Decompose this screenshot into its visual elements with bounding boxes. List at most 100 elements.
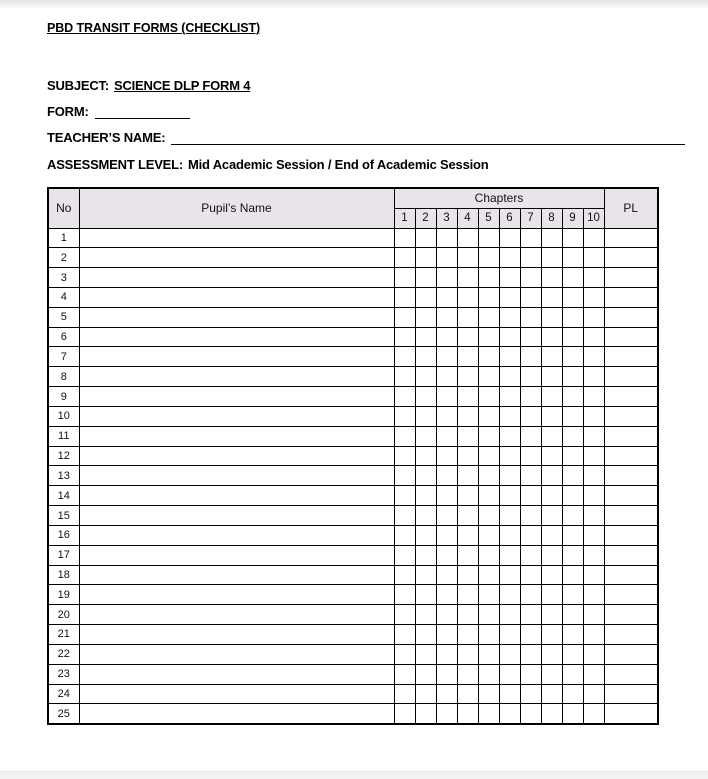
chapter-mark-cell (435, 485, 458, 507)
pupil-name-cell (78, 604, 395, 626)
assessment-level-field: ASSESSMENT LEVEL: Mid Academic Session /… (47, 157, 489, 172)
chapter-mark-cell (414, 604, 437, 626)
table-row: 15 (47, 505, 659, 526)
chapter-mark-cell (435, 346, 458, 368)
pupil-name-cell (78, 267, 395, 288)
pupil-name-cell (78, 505, 395, 526)
chapter-mark-cell (435, 663, 458, 685)
chapter-mark-cell (498, 703, 521, 725)
chapter-mark-cell (456, 386, 479, 407)
chapter-mark-cell (477, 346, 500, 368)
chapter-mark-cell (456, 663, 479, 685)
chapter-mark-cell (498, 465, 521, 487)
chapter-mark-cell (414, 683, 437, 705)
row-number-cell: 3 (47, 267, 80, 288)
chapter-mark-cell (456, 564, 479, 586)
chapter-mark-cell (582, 386, 605, 407)
chapter-mark-cell (519, 703, 542, 725)
chapter-mark-cell (456, 604, 479, 626)
chapter-mark-cell (393, 286, 416, 308)
chapter-mark-cell (561, 286, 584, 308)
pl-cell (603, 247, 659, 269)
chapter-mark-cell (582, 445, 605, 467)
chapter-mark-cell (498, 267, 521, 288)
chapter-mark-cell (414, 425, 437, 447)
chapter-mark-cell (456, 227, 479, 249)
row-number-cell: 4 (47, 286, 80, 308)
chapter-mark-cell (561, 267, 584, 288)
chapter-number-header: 4 (456, 207, 479, 229)
chapter-mark-cell (519, 306, 542, 328)
chapter-mark-cell (414, 306, 437, 328)
row-number-cell: 5 (47, 306, 80, 328)
chapter-mark-cell (561, 306, 584, 328)
chapter-number-header: 7 (519, 207, 542, 229)
chapter-mark-cell (414, 366, 437, 388)
chapter-mark-cell (498, 326, 521, 348)
chapter-mark-cell (498, 524, 521, 546)
table-row: 9 (47, 386, 659, 407)
row-number-cell: 12 (47, 445, 80, 467)
chapter-mark-cell (561, 247, 584, 269)
chapter-mark-cell (456, 326, 479, 348)
chapter-mark-cell (393, 267, 416, 288)
table-row: 8 (47, 366, 659, 388)
chapter-mark-cell (477, 564, 500, 586)
chapter-mark-cell (519, 247, 542, 269)
chapter-mark-cell (540, 366, 563, 388)
chapter-mark-cell (498, 564, 521, 586)
chapter-mark-cell (456, 643, 479, 665)
chapter-number-header: 1 (393, 207, 416, 229)
chapter-mark-cell (561, 544, 584, 566)
pl-cell (603, 584, 659, 606)
chapter-mark-cell (477, 306, 500, 328)
chapter-mark-cell (519, 386, 542, 407)
chapter-mark-cell (540, 624, 563, 645)
chapter-mark-cell (519, 326, 542, 348)
chapter-mark-cell (435, 604, 458, 626)
chapter-mark-cell (540, 386, 563, 407)
chapter-mark-cell (393, 604, 416, 626)
chapter-mark-cell (540, 505, 563, 526)
chapter-mark-cell (435, 227, 458, 249)
chapter-mark-cell (498, 643, 521, 665)
chapter-mark-cell (498, 306, 521, 328)
chapter-mark-cell (540, 267, 563, 288)
chapter-mark-cell (477, 247, 500, 269)
chapter-mark-cell (414, 247, 437, 269)
chapter-mark-cell (435, 386, 458, 407)
chapter-mark-cell (582, 326, 605, 348)
page-bottom-edge (0, 771, 708, 779)
col-header-no: No (47, 187, 80, 229)
chapter-mark-cell (477, 683, 500, 705)
subject-label: SUBJECT: (47, 78, 109, 93)
chapter-mark-cell (456, 366, 479, 388)
chapter-mark-cell (393, 544, 416, 566)
chapter-mark-cell (456, 405, 479, 427)
table-row: 14 (47, 485, 659, 507)
table-row: 16 (47, 524, 659, 546)
chapter-mark-cell (456, 445, 479, 467)
chapter-mark-cell (414, 405, 437, 427)
chapter-mark-cell (582, 683, 605, 705)
chapter-mark-cell (414, 346, 437, 368)
col-header-chapters: Chapters (393, 187, 605, 209)
row-number-cell: 10 (47, 405, 80, 427)
chapter-mark-cell (393, 465, 416, 487)
row-number-cell: 16 (47, 524, 80, 546)
chapter-mark-cell (435, 326, 458, 348)
chapter-mark-cell (498, 247, 521, 269)
row-number-cell: 8 (47, 366, 80, 388)
chapter-mark-cell (561, 683, 584, 705)
col-header-pupil-name: Pupil’s Name (78, 187, 395, 229)
chapter-mark-cell (435, 405, 458, 427)
chapter-mark-cell (582, 584, 605, 606)
chapter-mark-cell (498, 386, 521, 407)
pupil-name-cell (78, 564, 395, 586)
chapter-number-header: 5 (477, 207, 500, 229)
chapter-mark-cell (582, 267, 605, 288)
pupil-name-cell (78, 683, 395, 705)
chapter-mark-cell (519, 445, 542, 467)
row-number-cell: 14 (47, 485, 80, 507)
chapter-mark-cell (414, 465, 437, 487)
